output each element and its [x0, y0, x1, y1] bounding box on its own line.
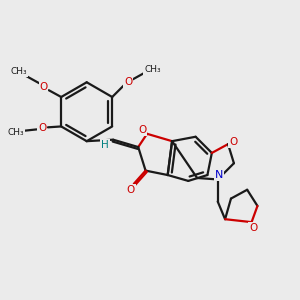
- Text: O: O: [38, 123, 46, 133]
- Text: CH₃: CH₃: [144, 65, 161, 74]
- Text: CH₃: CH₃: [10, 68, 27, 76]
- Text: CH₃: CH₃: [7, 128, 24, 137]
- Text: O: O: [39, 82, 48, 92]
- Text: O: O: [249, 223, 257, 233]
- Text: H: H: [101, 140, 109, 150]
- Text: O: O: [229, 137, 238, 147]
- Text: N: N: [214, 170, 223, 180]
- Text: O: O: [138, 125, 146, 135]
- Text: O: O: [124, 77, 133, 87]
- Text: O: O: [127, 185, 135, 195]
